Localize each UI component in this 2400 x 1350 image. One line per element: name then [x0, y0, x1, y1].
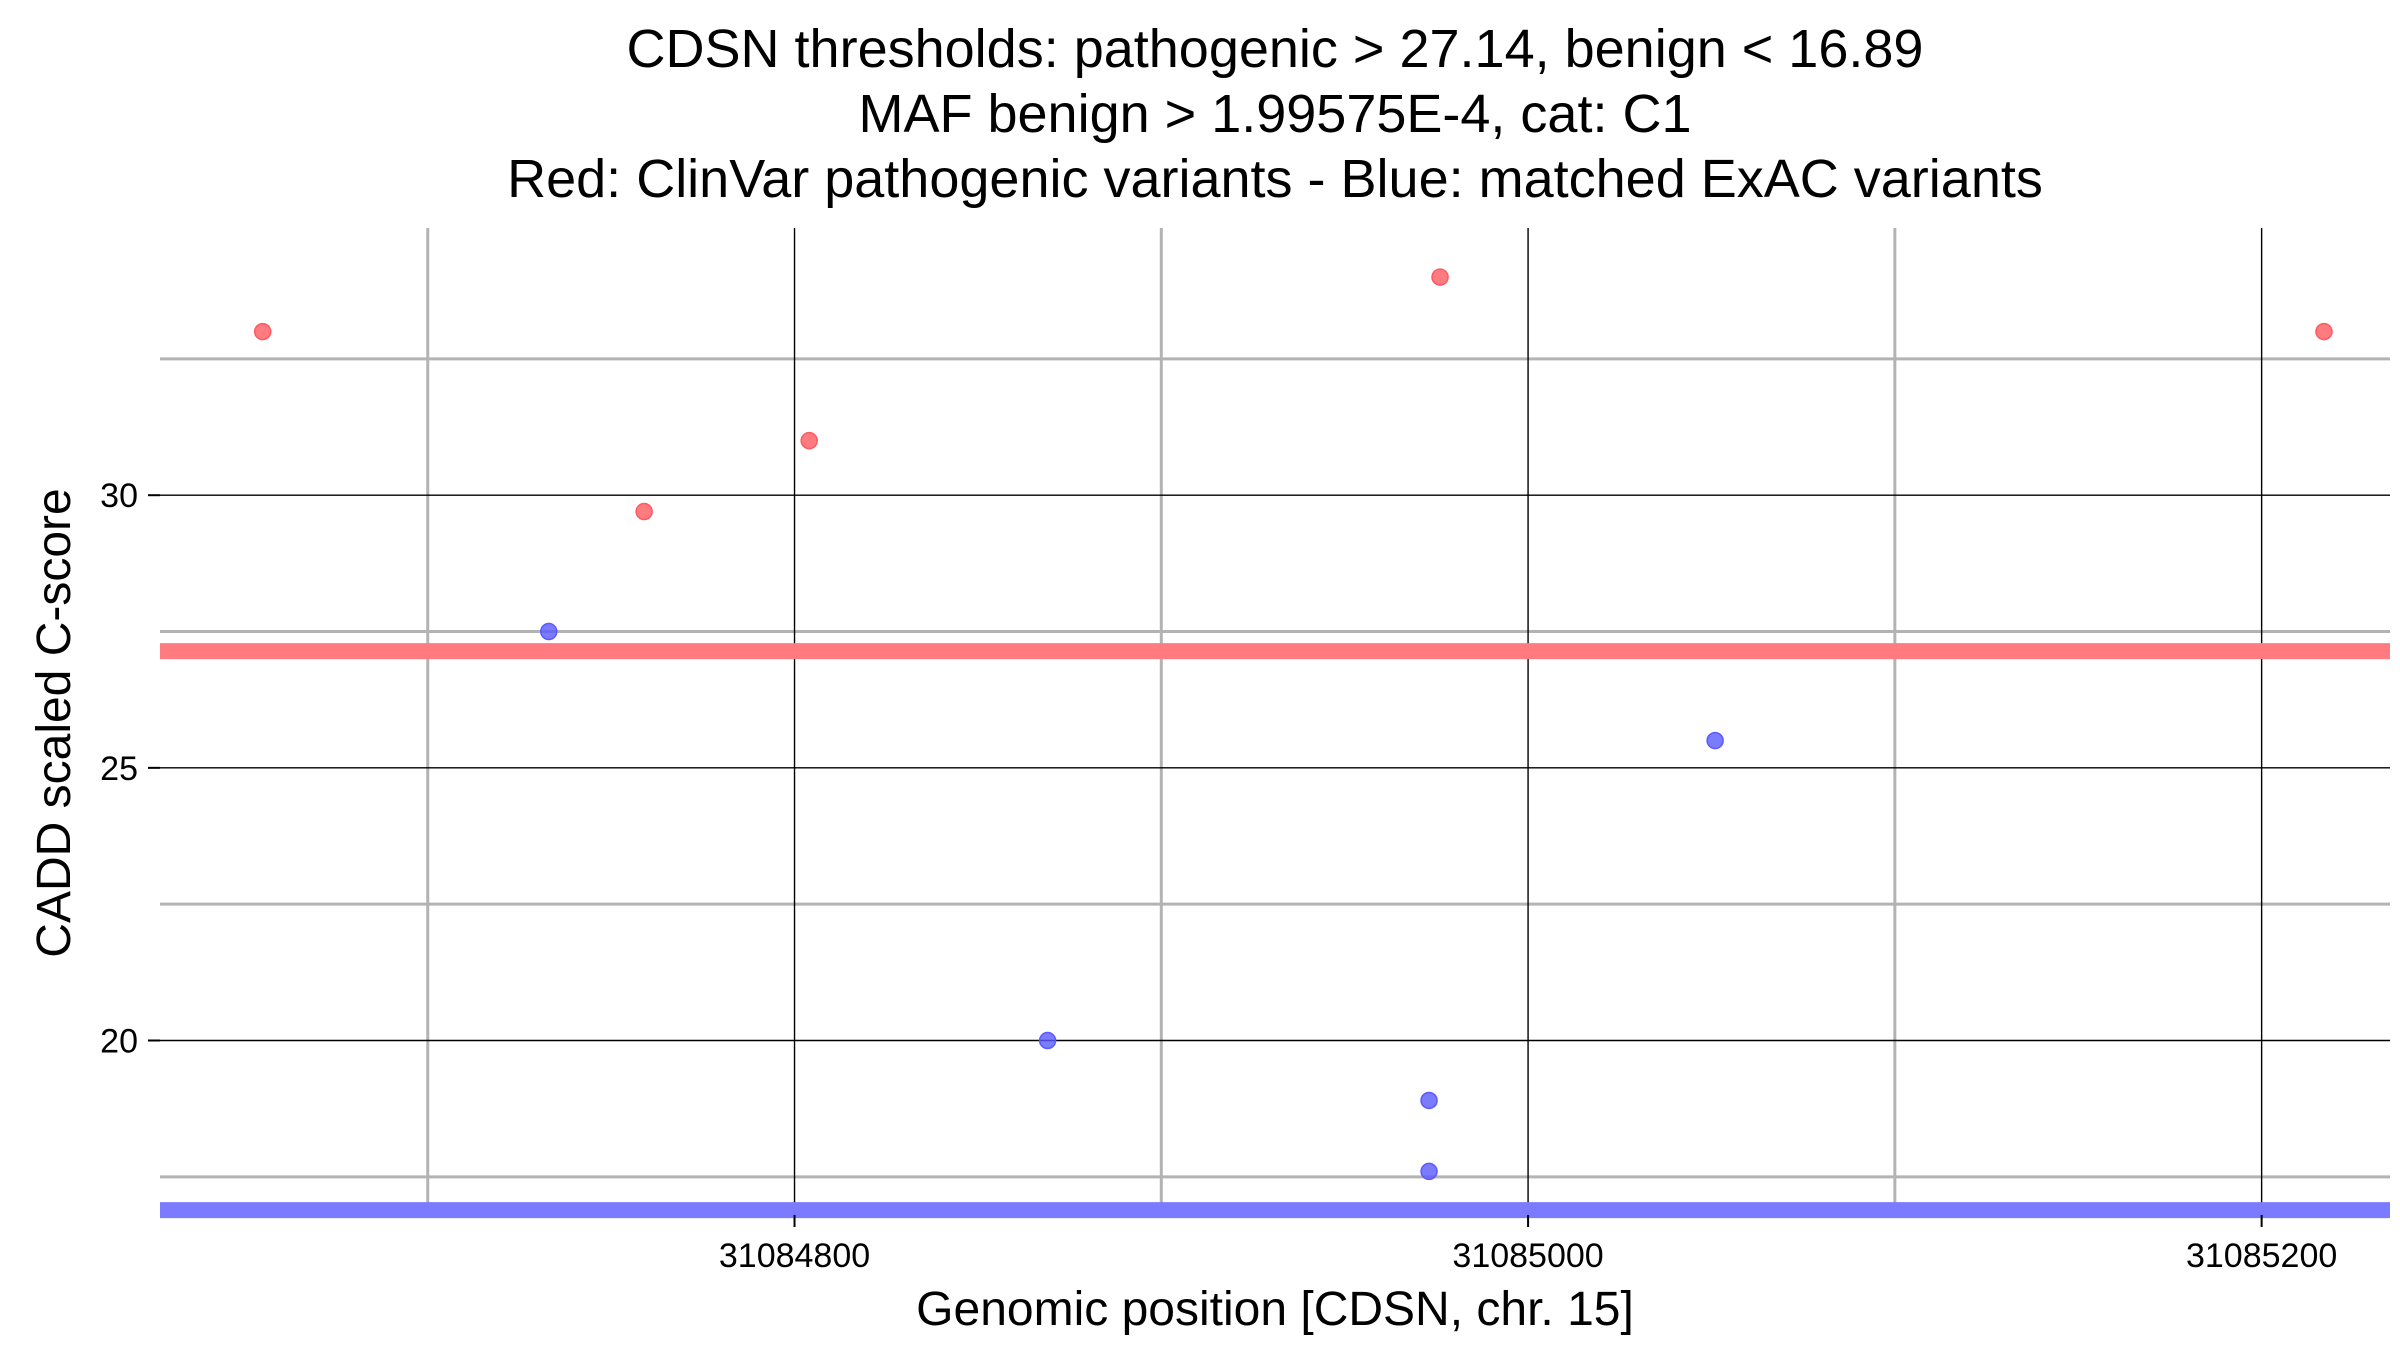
title-line-1: CDSN thresholds: pathogenic > 27.14, ben…: [627, 19, 1924, 79]
exac-point: [1420, 1162, 1438, 1181]
exac-point: [1038, 1031, 1057, 1050]
x-tick-label: 31085200: [2186, 1237, 2337, 1275]
pathogenic-point: [1431, 268, 1449, 286]
x-axis-title: Genomic position [CDSN, chr. 15]: [916, 1283, 1634, 1336]
data-points: [253, 268, 2333, 1181]
exac-point: [540, 622, 558, 641]
pathogenic-point: [800, 431, 818, 450]
chart-title: CDSN thresholds: pathogenic > 27.14, ben…: [507, 19, 2043, 209]
title-line-2: MAF benign > 1.99575E-4, cat: C1: [859, 84, 1692, 144]
x-tick-label: 31085000: [1452, 1237, 1603, 1275]
x-axis: 31084800 31085000 31085200: [719, 1215, 2337, 1275]
pathogenic-point: [635, 502, 653, 521]
exac-point: [1706, 731, 1724, 750]
y-axis-title: CADD scaled C-score: [28, 488, 81, 957]
y-tick-label: 25: [100, 750, 138, 788]
y-tick-label: 20: [100, 1023, 138, 1061]
y-axis: 20 25 30: [100, 477, 160, 1061]
minor-gridlines: [160, 228, 2390, 1215]
y-tick-label: 30: [100, 477, 138, 515]
threshold-lines: [160, 643, 2390, 1219]
pathogenic-point: [2315, 322, 2333, 341]
major-gridlines: [160, 228, 2390, 1215]
exac-point: [1420, 1091, 1438, 1110]
title-line-3: Red: ClinVar pathogenic variants - Blue:…: [507, 149, 2043, 209]
pathogenic-point: [253, 322, 272, 341]
x-tick-label: 31084800: [719, 1237, 870, 1275]
